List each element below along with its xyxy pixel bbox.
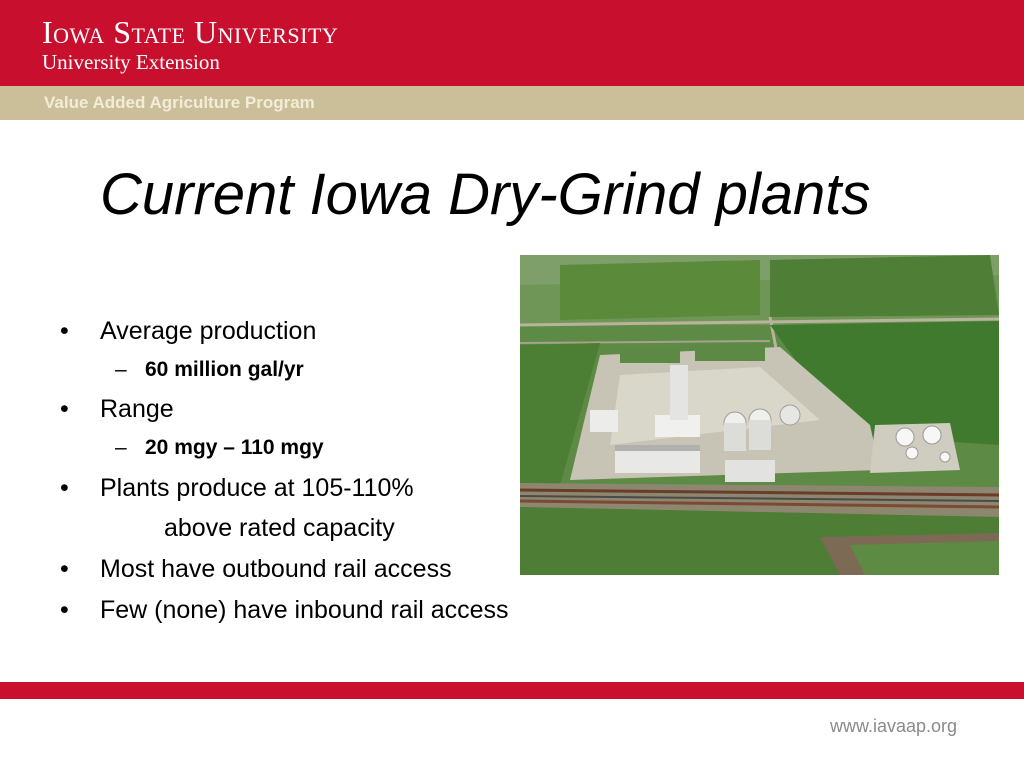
bullet-average-production: • Average production [60, 316, 317, 346]
bullet-text: Average production [100, 317, 317, 345]
bullet-mark: • [60, 555, 69, 583]
bullet-mark: • [60, 317, 69, 345]
aerial-plant-photo [520, 255, 999, 575]
bullet-inbound-rail: • Few (none) have inbound rail access [60, 595, 509, 625]
bullet-mark: • [60, 474, 69, 502]
bullet-text: Plants produce at 105-110% [100, 474, 414, 502]
bullet-range: • Range [60, 394, 174, 424]
program-bar: Value Added Agriculture Program [0, 86, 1024, 120]
header-bar: Iowa State University University Extensi… [0, 0, 1024, 86]
bullet-continuation: above rated capacity [164, 514, 395, 542]
sub-bullet-range: – 20 mgy – 110 mgy [115, 435, 324, 461]
bullet-text: Few (none) have inbound rail access [100, 596, 509, 624]
slide-title: Current Iowa Dry-Grind plants [100, 162, 871, 227]
footer-bar [0, 682, 1024, 699]
university-extension: University Extension [42, 50, 220, 74]
footer-url[interactable]: www.iavaap.org [830, 716, 958, 736]
bullet-text: Most have outbound rail access [100, 555, 452, 583]
sub-bullet-text: 60 million gal/yr [145, 358, 304, 381]
university-name: Iowa State University [42, 14, 339, 50]
bullet-mark: • [60, 596, 69, 624]
sub-bullet-average: – 60 million gal/yr [115, 357, 304, 383]
sub-bullet-mark: – [115, 436, 127, 459]
program-name: Value Added Agriculture Program [44, 93, 315, 112]
sub-bullet-text: 20 mgy – 110 mgy [145, 436, 324, 459]
sub-bullet-mark: – [115, 358, 127, 381]
bullet-plants-produce: • Plants produce at 105-110% [60, 473, 414, 503]
bullet-outbound-rail: • Most have outbound rail access [60, 554, 452, 584]
aerial-photo-illustration [520, 255, 999, 575]
bullet-text: Range [100, 395, 174, 423]
bullet-mark: • [60, 395, 69, 423]
